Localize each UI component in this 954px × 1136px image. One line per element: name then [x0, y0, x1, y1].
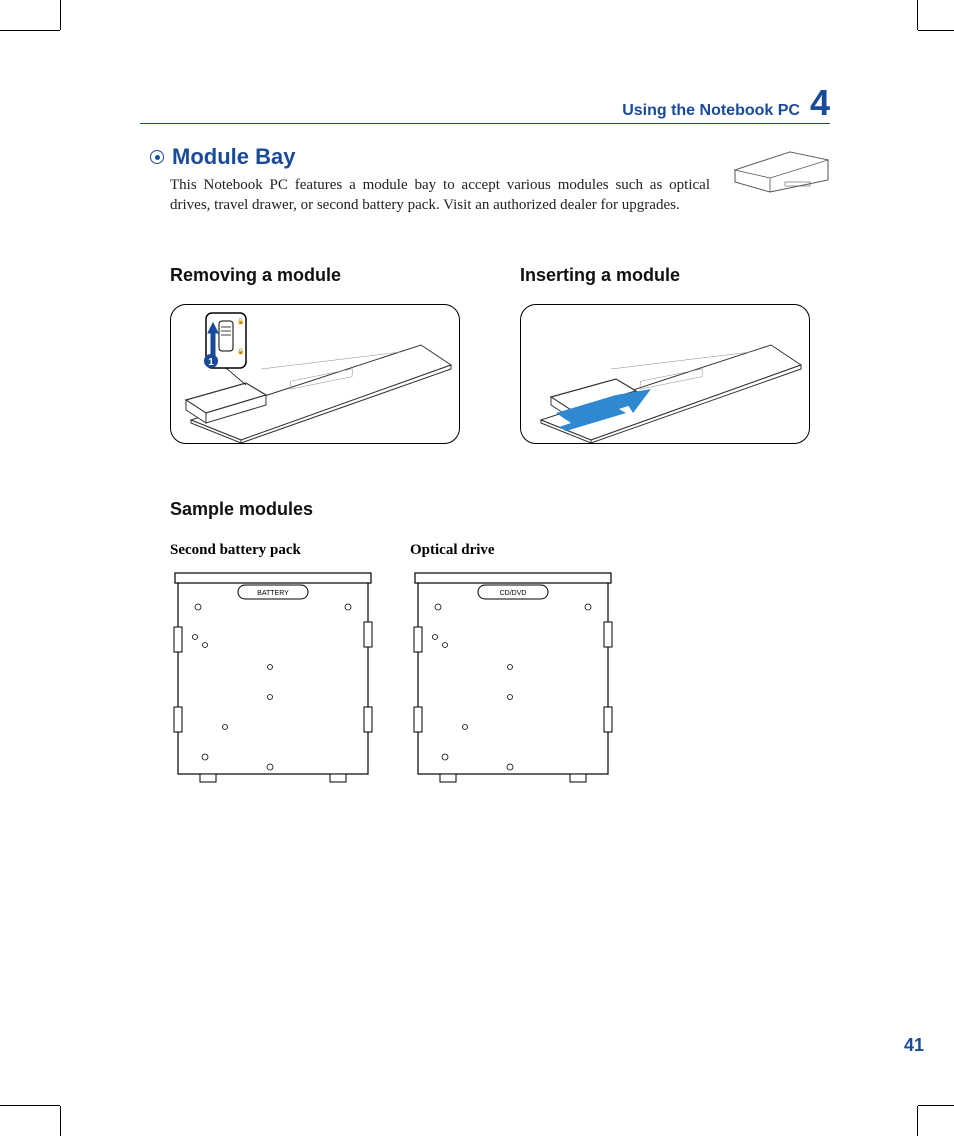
chapter-header: Using the Notebook PC 4 [140, 85, 830, 124]
optical-drive-thumb-illustration [730, 150, 830, 194]
sample-optical-label: Optical drive [410, 542, 620, 559]
crop-mark [917, 1106, 918, 1136]
crop-mark [918, 30, 954, 31]
page-number: 41 [904, 1035, 924, 1056]
module-bay-icon [150, 150, 164, 164]
crop-mark [0, 30, 60, 31]
svg-text:🔓: 🔓 [237, 317, 244, 325]
removing-module-heading: Removing a module [170, 265, 480, 286]
optical-module-illustration: CD/DVD [410, 567, 620, 787]
battery-module-illustration: BATTERY [170, 567, 380, 787]
crop-mark [60, 1106, 61, 1136]
removing-module-diagram: 🔓 🔒 1 [170, 304, 460, 444]
callout-number: 1 [208, 357, 214, 368]
chapter-title: Using the Notebook PC [622, 102, 800, 120]
crop-mark [60, 0, 61, 30]
sample-battery-label: Second battery pack [170, 542, 380, 559]
crop-mark [918, 1105, 954, 1106]
inserting-module-diagram [520, 304, 810, 444]
crop-mark [917, 0, 918, 30]
sample-modules-heading: Sample modules [170, 499, 830, 520]
svg-text:🔒: 🔒 [237, 347, 244, 355]
optical-tag: CD/DVD [500, 590, 527, 597]
battery-tag: BATTERY [257, 590, 289, 597]
chapter-number: 4 [810, 85, 830, 121]
crop-mark [0, 1105, 60, 1106]
inserting-module-heading: Inserting a module [520, 265, 830, 286]
section-title: Module Bay [172, 144, 295, 170]
section-body: This Notebook PC features a module bay t… [170, 176, 710, 215]
